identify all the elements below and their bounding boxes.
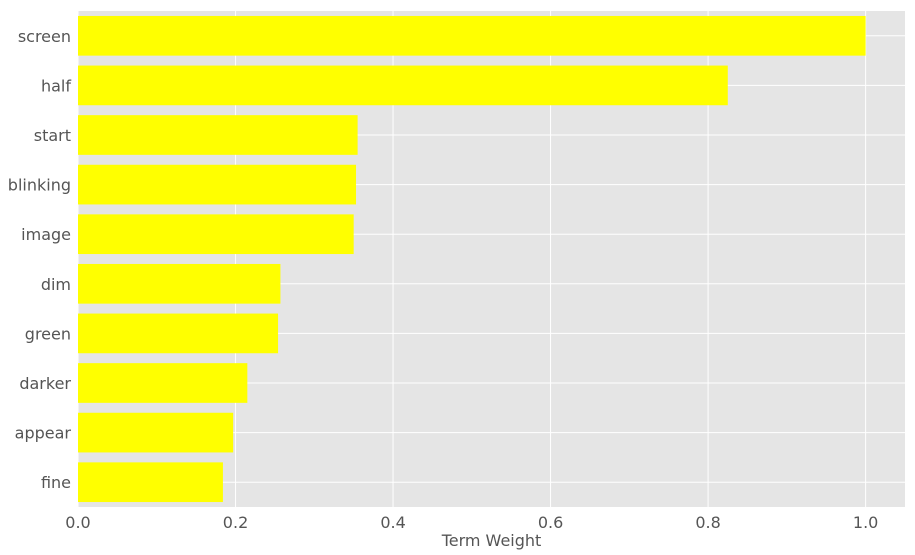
y-tick-label-darker: darker <box>19 374 71 393</box>
y-tick-label-screen: screen <box>18 27 71 46</box>
bar-green <box>78 313 279 354</box>
bars <box>78 15 866 503</box>
x-tick-label: 0.2 <box>223 513 248 532</box>
y-tick-label-dim: dim <box>41 275 71 294</box>
x-tick-labels: 0.0 0.2 0.4 0.6 0.8 1.0 <box>65 513 878 532</box>
y-tick-label-fine: fine <box>41 473 71 492</box>
y-tick-label-appear: appear <box>15 424 72 443</box>
x-axis-title: Term Weight <box>441 531 542 550</box>
bar-start <box>78 115 358 155</box>
x-tick-label: 1.0 <box>853 513 878 532</box>
y-tick-labels: screen half start blinking image dim green dark… <box>8 27 72 492</box>
bar-darker <box>78 363 248 403</box>
bar-fine <box>78 462 223 503</box>
bar-appear <box>78 412 234 453</box>
bar-blinking <box>78 164 357 205</box>
x-tick-label: 0.6 <box>538 513 563 532</box>
bar-screen <box>78 15 866 56</box>
y-tick-label-start: start <box>34 126 71 145</box>
bar-dim <box>78 263 281 304</box>
y-tick-label-green: green <box>25 324 71 343</box>
x-tick-label: 0.0 <box>65 513 90 532</box>
y-tick-label-half: half <box>41 76 71 95</box>
y-tick-label-blinking: blinking <box>8 176 71 195</box>
y-tick-label-image: image <box>21 225 71 244</box>
x-tick-label: 0.4 <box>380 513 405 532</box>
bar-half <box>78 65 728 106</box>
bar-image <box>78 214 354 255</box>
x-tick-label: 0.8 <box>695 513 720 532</box>
